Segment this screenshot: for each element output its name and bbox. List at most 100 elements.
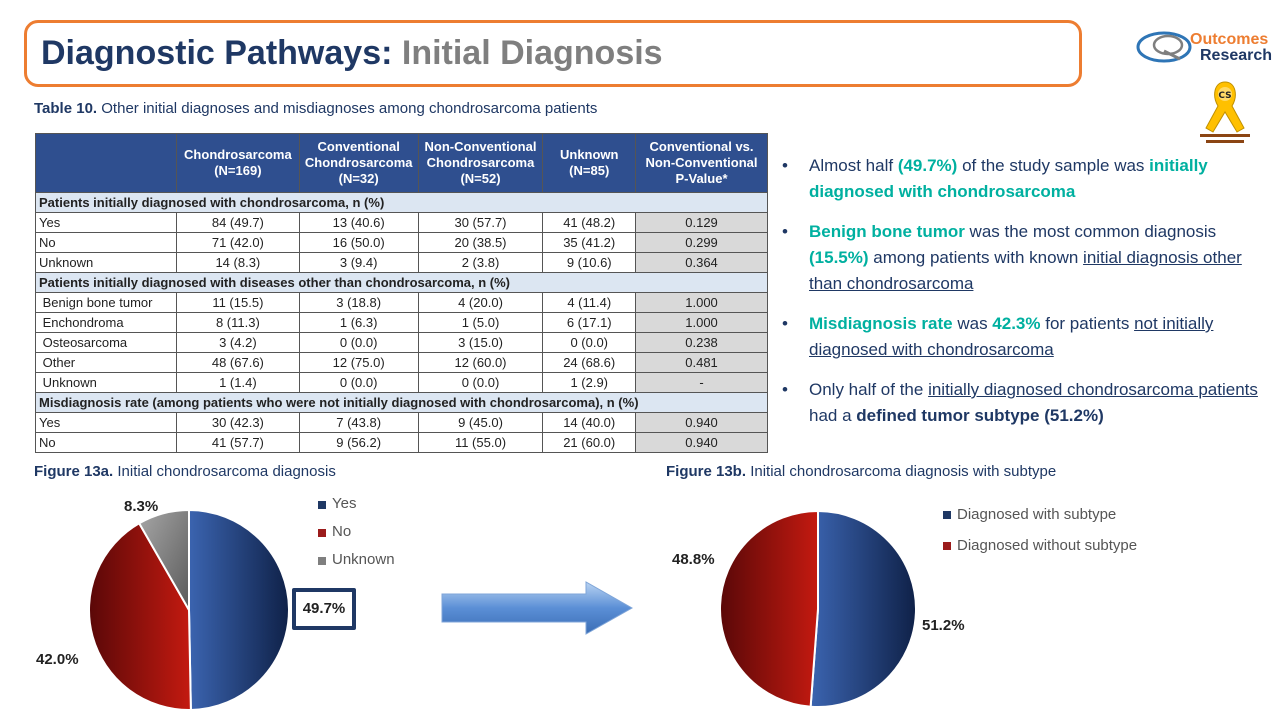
table-cell: 1 (5.0) xyxy=(417,312,544,333)
table-pvalue-cell: 0.940 xyxy=(635,432,768,453)
figure-caption-label: Figure 13b. xyxy=(666,463,747,480)
pie-slice-without-subtype xyxy=(718,509,819,708)
bullet-text: Almost half xyxy=(809,156,898,175)
title-box: Diagnostic Pathways: Initial Diagnosis xyxy=(24,20,1082,87)
bullet-icon: • xyxy=(782,222,788,241)
legend-label: No xyxy=(332,523,352,540)
legend-item-no: No xyxy=(318,518,395,546)
list-item: • Only half of the initially diagnosed c… xyxy=(782,377,1262,429)
pie-b-label-with-subtype: 51.2% xyxy=(922,617,965,634)
legend-label: Diagnosed with subtype xyxy=(957,506,1117,523)
legend-figure-13b: Diagnosed with subtype Diagnosed without… xyxy=(943,499,1137,561)
legend-figure-13a: Yes No Unknown xyxy=(318,490,395,574)
table-row: Osteosarcoma 3 (4.2) 0 (0.0) 3 (15.0) 0 (0.0… xyxy=(35,332,768,353)
table-row-label: Benign bone tumor xyxy=(35,292,177,313)
list-item: • Misdiagnosis rate was 42.3% for patien… xyxy=(782,311,1262,363)
table-cell: 3 (9.4) xyxy=(298,252,419,273)
pie-b-label-without-subtype: 48.8% xyxy=(672,551,715,568)
table-header-cell: Unknown (N=85) xyxy=(542,133,637,193)
bullet-underline: initial diagnosis other than chondrosarc… xyxy=(809,248,1242,293)
table-cell: 4 (11.4) xyxy=(542,292,637,313)
pie-chart-initial-diagnosis xyxy=(88,508,290,712)
table-cell: 8 (11.3) xyxy=(175,312,300,333)
table-row: No 41 (57.7) 9 (56.2) 11 (55.0) 21 (60.0) 0.9… xyxy=(35,432,768,453)
table-row: Unknown 14 (8.3) 3 (9.4) 2 (3.8) 9 (10.6) 0.3… xyxy=(35,252,768,273)
table-caption-label: Table 10. xyxy=(34,100,98,117)
legend-item-unknown: Unknown xyxy=(318,546,395,574)
table-cell: 14 (8.3) xyxy=(175,252,300,273)
table-cell: 30 (57.7) xyxy=(417,212,544,233)
list-item: • Almost half (49.7%) of the study sampl… xyxy=(782,153,1262,205)
bullet-underline: not initially diagnosed with chondrosarc… xyxy=(809,314,1214,359)
table-cell: 84 (49.7) xyxy=(175,212,300,233)
bullet-text: of the study sample was xyxy=(957,156,1150,175)
pie-a-label-no: 42.0% xyxy=(36,651,79,668)
table-row: Unknown 1 (1.4) 0 (0.0) 0 (0.0) 1 (2.9) - xyxy=(35,372,768,393)
bullet-highlight: (49.7%) xyxy=(897,156,958,175)
figure-caption-label: Figure 13a. xyxy=(34,463,114,480)
table-section-header: Patients initially diagnosed with diseas… xyxy=(35,272,768,293)
bullet-bold: defined tumor subtype (51.2%) xyxy=(856,406,1104,425)
table-pvalue-cell: 0.129 xyxy=(635,212,768,233)
bullet-icon: • xyxy=(782,314,788,333)
table-cell: 41 (57.7) xyxy=(175,432,300,453)
figure-caption-text: Initial chondrosarcoma diagnosis with su… xyxy=(746,463,1057,480)
figure-13a-caption: Figure 13a. Initial chondrosarcoma diagn… xyxy=(34,463,336,480)
pie-a-label-yes-highlight: 49.7% xyxy=(292,588,356,630)
bullet-underline: initially diagnosed chondrosarcoma patie… xyxy=(928,380,1258,399)
bullet-text: had a xyxy=(809,406,857,425)
table-section-title: Patients initially diagnosed with diseas… xyxy=(35,272,768,293)
table-cell: 9 (56.2) xyxy=(298,432,419,453)
pie-slice-with-subtype xyxy=(809,509,917,708)
bullet-text: among patients with known xyxy=(868,248,1084,267)
logo-ring-icon xyxy=(1136,31,1192,63)
bullet-text: was xyxy=(952,314,993,333)
figure-caption-text: Initial chondrosarcoma diagnosis xyxy=(113,463,336,480)
bullet-text: was the most common diagnosis xyxy=(964,222,1217,241)
bullet-text: for patients xyxy=(1040,314,1135,333)
table-row-label: Unknown xyxy=(35,372,177,393)
table-row-label: Osteosarcoma xyxy=(35,332,177,353)
pie-chart-subtype xyxy=(718,509,917,708)
legend-swatch xyxy=(318,501,326,509)
table-cell: 9 (10.6) xyxy=(542,252,637,273)
table-cell: 4 (20.0) xyxy=(417,292,544,313)
table-row-label: Yes xyxy=(35,412,177,433)
outcomes-research-logo: Outcomes Research xyxy=(1134,27,1274,71)
page-title: Diagnostic Pathways: Initial Diagnosis xyxy=(41,34,663,73)
table-header-cell: Chondrosarcoma (N=169) xyxy=(175,133,300,193)
table-header-cell xyxy=(35,133,177,193)
right-arrow-icon xyxy=(441,581,634,635)
diagnosis-table: Chondrosarcoma (N=169) Conventional Chon… xyxy=(35,133,768,453)
table-pvalue-cell: 0.238 xyxy=(635,332,768,353)
table-pvalue-cell: 1.000 xyxy=(635,312,768,333)
table-cell: 1 (2.9) xyxy=(542,372,637,393)
bullet-highlight: initially diagnosed with chondrosarcoma xyxy=(809,156,1208,201)
legend-swatch xyxy=(943,542,951,550)
table-row-label: No xyxy=(35,432,177,453)
legend-label: Diagnosed without subtype xyxy=(957,537,1138,554)
pie-a-label-unknown: 8.3% xyxy=(124,498,159,515)
legend-item-with-subtype: Diagnosed with subtype xyxy=(943,499,1137,530)
table-body: Patients initially diagnosed with chondr… xyxy=(35,192,768,453)
table-row: Yes 84 (49.7) 13 (40.6) 30 (57.7) 41 (48.2) 0… xyxy=(35,212,768,233)
table-row: Benign bone tumor 11 (15.5) 3 (18.8) 4 (20.… xyxy=(35,292,768,313)
legend-item-yes: Yes xyxy=(318,490,395,518)
table-pvalue-cell: - xyxy=(635,372,768,393)
table-header-row: Chondrosarcoma (N=169) Conventional Chon… xyxy=(35,133,768,193)
legend-item-without-subtype: Diagnosed without subtype xyxy=(943,530,1137,561)
table-section-header: Patients initially diagnosed with chondr… xyxy=(35,192,768,213)
bullet-highlight: Benign bone tumor xyxy=(809,222,965,241)
pie-slice-unknown xyxy=(137,508,190,614)
legend-label: Yes xyxy=(332,495,357,512)
table-cell: 12 (60.0) xyxy=(417,352,544,373)
table-cell: 7 (43.8) xyxy=(298,412,419,433)
pie-slice-yes xyxy=(188,508,290,712)
legend-swatch xyxy=(318,529,326,537)
svg-text:CS: CS xyxy=(1218,91,1231,101)
table-cell: 3 (4.2) xyxy=(175,332,300,353)
table-pvalue-cell: 0.299 xyxy=(635,232,768,253)
page-title-main: Diagnostic Pathways: xyxy=(41,34,393,72)
table-caption-text: Other initial diagnoses and misdiagnoses… xyxy=(97,100,598,117)
